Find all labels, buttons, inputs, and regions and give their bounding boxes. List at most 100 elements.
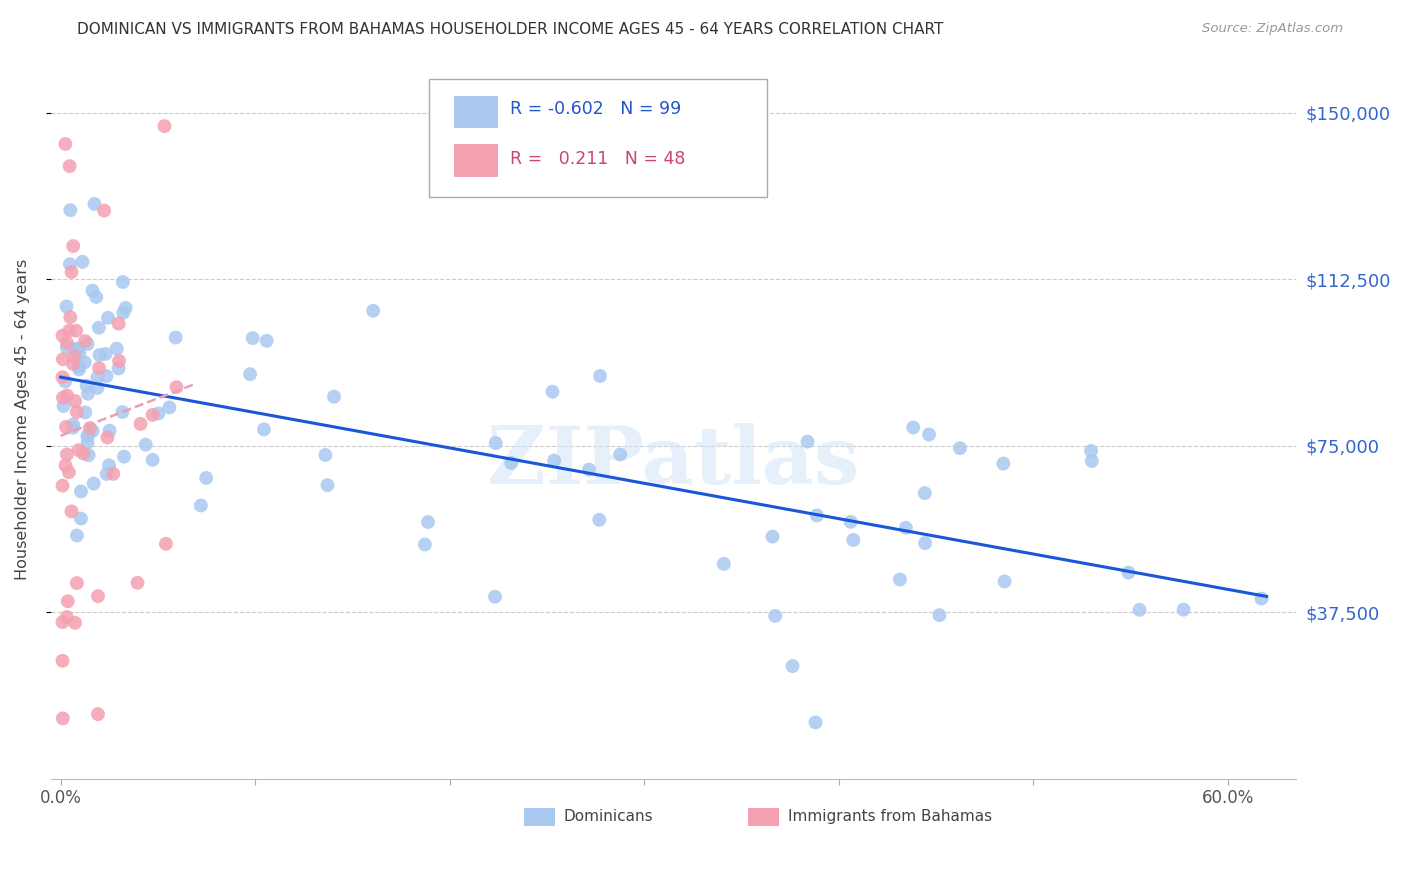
Text: DOMINICAN VS IMMIGRANTS FROM BAHAMAS HOUSEHOLDER INCOME AGES 45 - 64 YEARS CORRE: DOMINICAN VS IMMIGRANTS FROM BAHAMAS HOU… [77,22,943,37]
Bar [524,807,555,826]
Point [98,424,121,438]
Point [135,437,157,451]
Point [76,378,98,392]
Point [578,462,600,476]
Point [75,334,97,348]
Point [60,504,83,518]
Point [63,343,86,357]
Point [588,513,610,527]
Point [903,420,925,434]
Point [1118,566,1140,580]
Point [56,594,79,608]
Point [1081,454,1104,468]
Point [413,537,436,551]
Point [894,521,917,535]
Point [59,203,82,218]
Point [165,330,187,344]
Point [67,443,90,458]
Point [253,422,276,436]
Point [609,447,631,461]
Point [323,390,346,404]
Point [89,348,111,362]
Point [73,355,96,369]
Point [98,458,121,473]
Point [763,608,786,623]
Point [1080,443,1102,458]
Point [62,417,84,432]
Point [761,530,783,544]
Point [918,427,941,442]
Point [55,420,77,434]
Point [51,615,73,629]
Point [501,456,523,470]
Point [142,453,165,467]
Point [316,478,339,492]
Text: ZIPatlas: ZIPatlas [488,424,859,501]
Point [148,407,170,421]
Point [72,447,94,461]
Point [77,428,100,442]
Point [155,537,177,551]
Point [804,715,827,730]
Point [314,448,336,462]
Point [93,203,115,218]
Point [59,159,82,173]
Point [66,342,89,356]
Point [1173,602,1195,616]
Point [66,405,89,419]
Point [77,386,100,401]
Point [63,615,86,630]
Point [86,370,108,384]
Point [63,349,86,363]
Point [72,255,94,269]
Point [129,417,152,431]
Point [63,394,86,409]
Point [59,310,82,324]
Point [914,536,936,550]
Point [67,362,90,376]
Point [83,476,105,491]
Point [69,346,91,360]
Point [87,320,110,334]
Point [66,576,89,591]
Point [96,467,118,481]
Point [56,340,79,354]
Point [127,575,149,590]
Y-axis label: Householder Income Ages 45 - 64 years: Householder Income Ages 45 - 64 years [15,259,30,580]
Point [153,119,176,133]
Point [195,471,218,485]
Point [52,391,75,405]
Point [83,197,105,211]
Point [782,659,804,673]
Point [839,515,862,529]
Point [96,369,118,384]
Point [842,533,865,547]
Point [62,357,84,371]
Point [101,467,124,481]
Point [806,508,828,523]
Point [94,347,117,361]
Point [66,528,89,542]
Point [56,388,79,402]
Point [589,368,612,383]
Point [1128,603,1150,617]
Bar [454,95,498,128]
Point [51,328,73,343]
Point [107,317,129,331]
Point [256,334,278,348]
Point [484,590,506,604]
Point [55,458,77,473]
Text: R = -0.602   N = 99: R = -0.602 N = 99 [510,100,682,118]
Point [65,324,87,338]
Point [58,324,80,338]
Point [543,453,565,467]
Point [96,430,118,444]
Point [77,448,100,462]
Point [52,399,75,413]
Point [60,265,83,279]
Point [51,478,73,492]
Point [86,381,108,395]
Point [76,429,98,443]
Point [52,352,75,367]
Point [112,450,135,464]
